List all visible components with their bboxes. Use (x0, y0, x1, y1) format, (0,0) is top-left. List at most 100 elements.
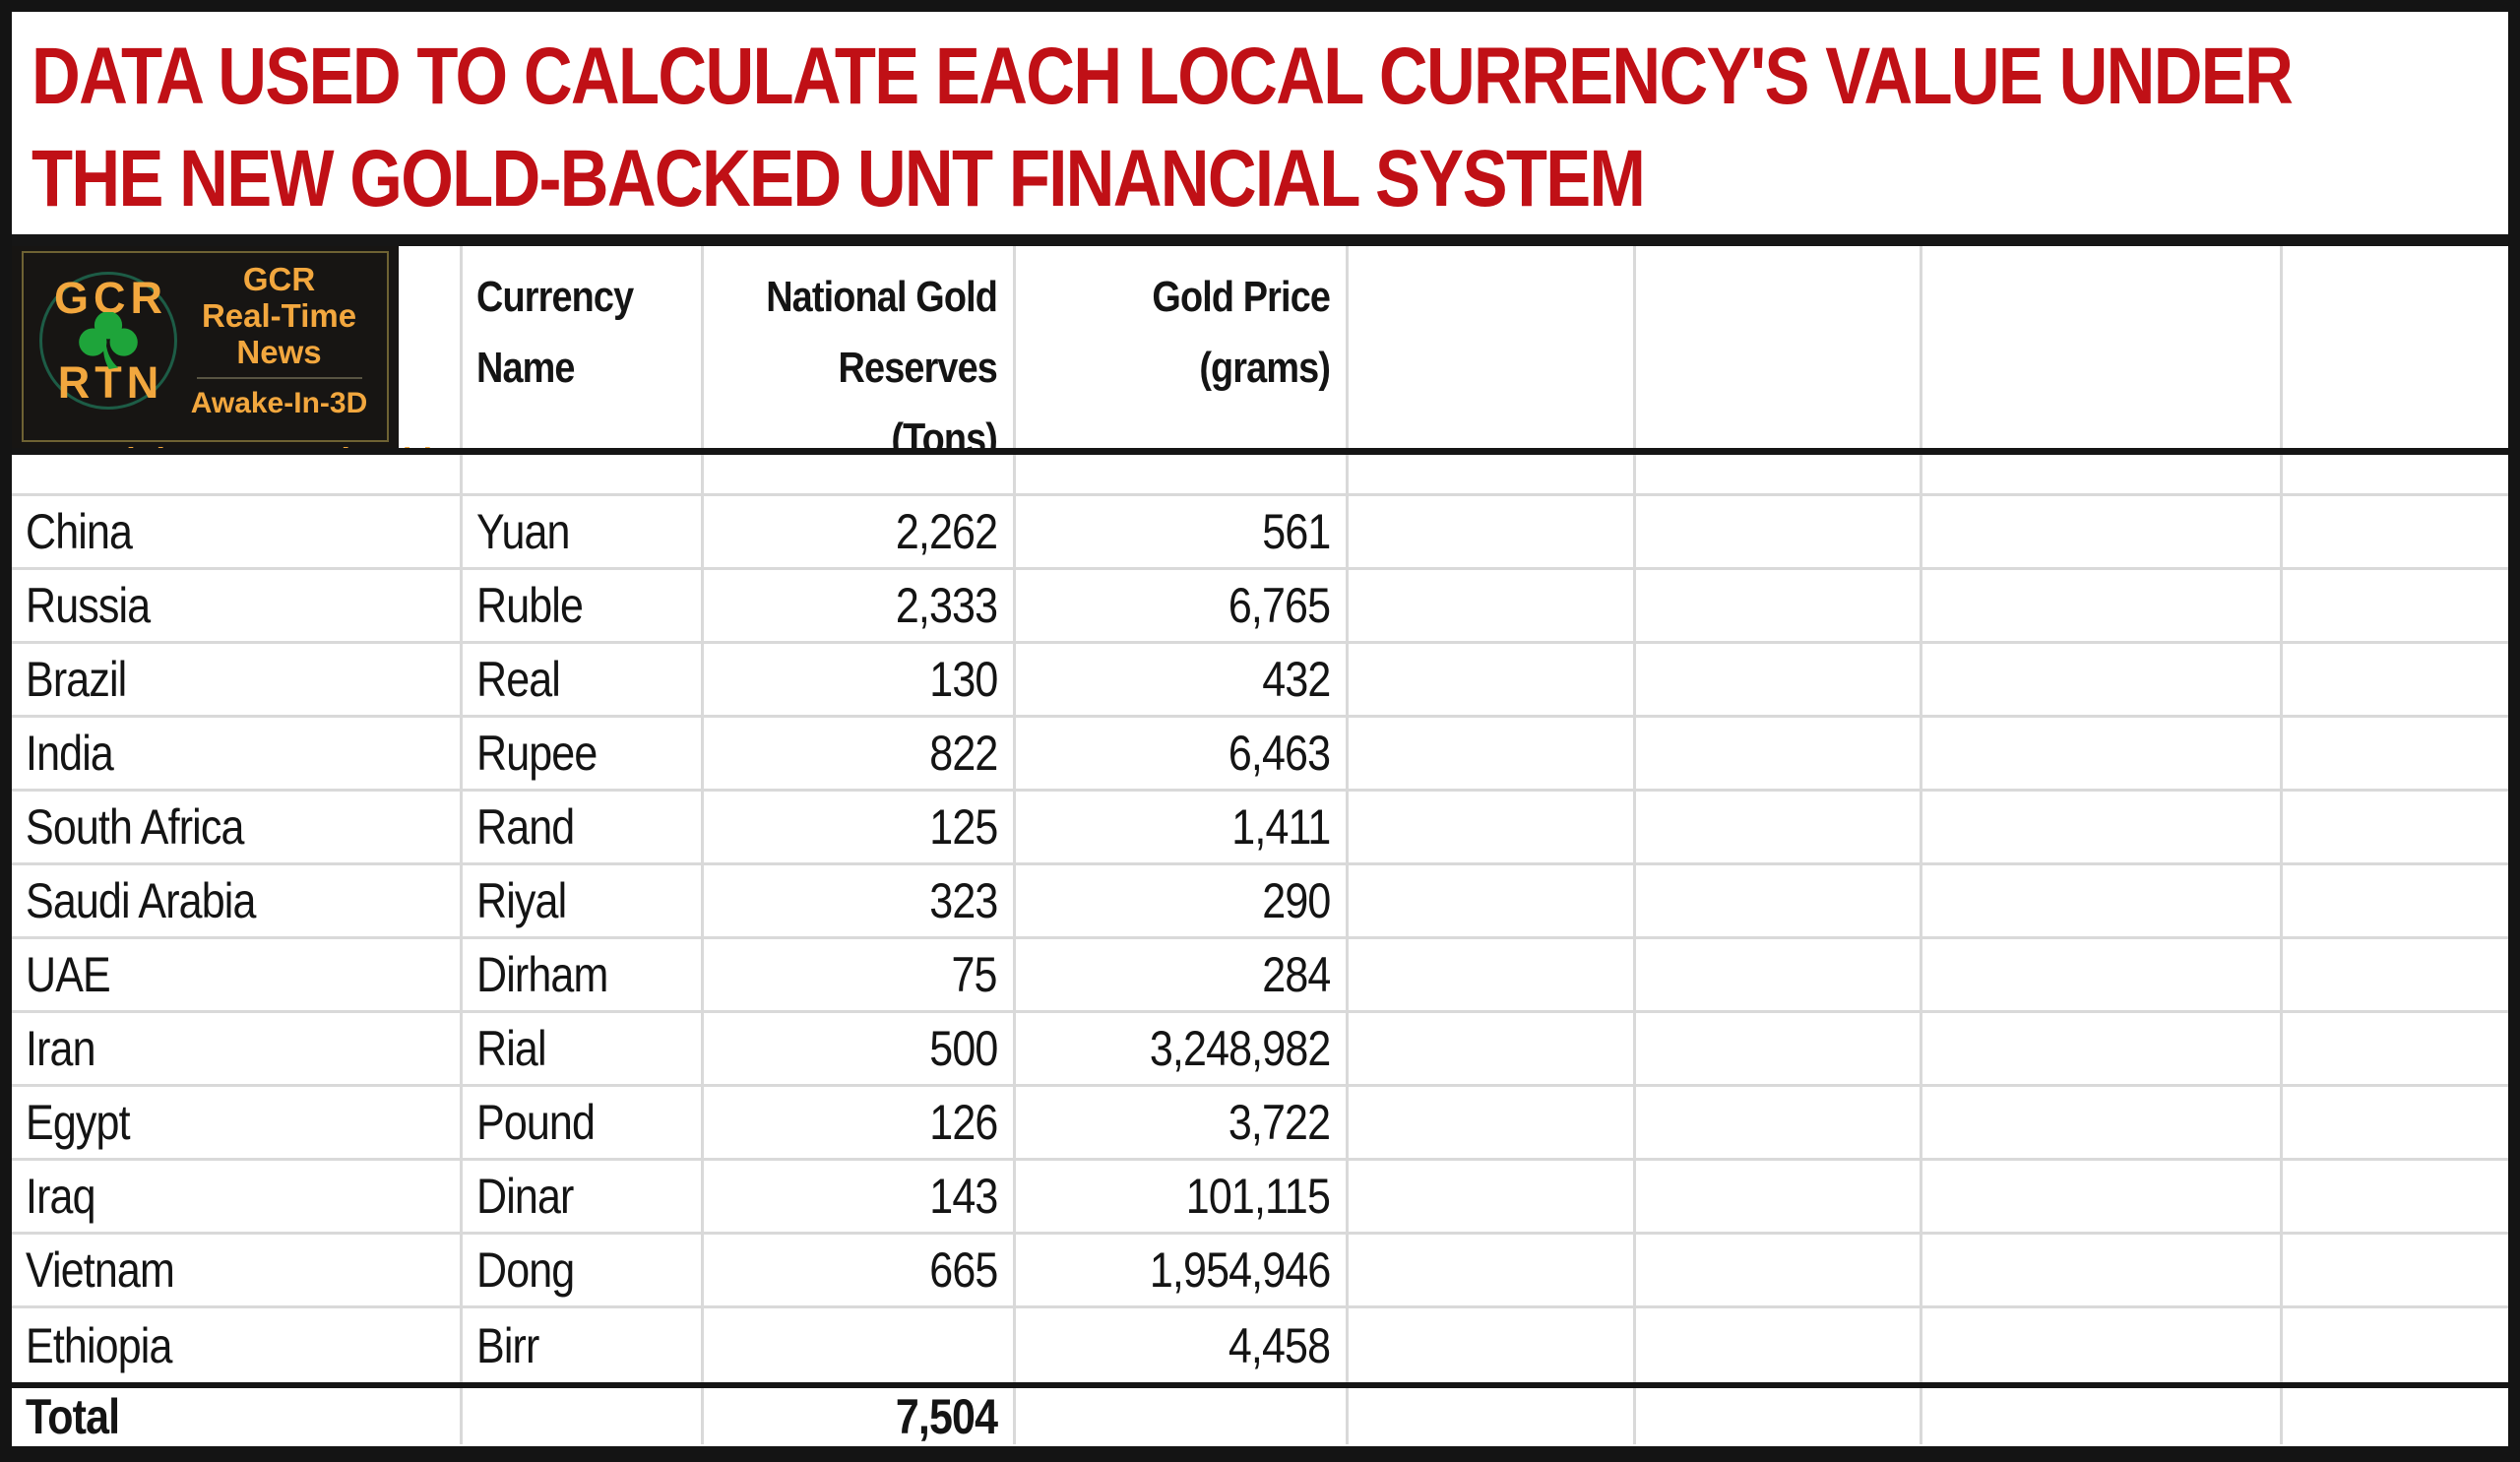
cell-empty-1 (1349, 644, 1636, 715)
cell-empty-3 (1922, 1235, 2283, 1305)
bottom-margin (12, 1444, 2508, 1446)
cell-empty-2 (1636, 1308, 1922, 1382)
cell-country: Brazil (12, 644, 463, 715)
total-currency-cell (463, 1388, 704, 1444)
gcr-rtn-circle-badge: GCR RTN (39, 271, 177, 410)
header-price-line-2: (grams) (1199, 344, 1331, 392)
table-row: UAE Dirham 75 284 (12, 939, 2508, 1013)
cell-gold-price: 3,722 (1016, 1087, 1349, 1158)
page-title-line-2: THE NEW GOLD-BACKED UNT FINANCIAL SYSTEM (32, 134, 1646, 223)
header-currency-line-1: Currency (476, 273, 634, 321)
cell-empty-3 (1922, 1013, 2283, 1084)
total-reserves-cell: 7,504 (704, 1388, 1016, 1444)
cell-gold-price: 6,765 (1016, 570, 1349, 641)
cell-empty-4 (2283, 1013, 2508, 1084)
header-currency-line-2: Name (476, 344, 575, 392)
cell-empty-3 (1922, 939, 2283, 1010)
logo-brand-line-2: Real-Time (201, 297, 357, 334)
cell-empty-4 (2283, 865, 2508, 936)
table-row: Vietnam Dong 665 1,954,946 (12, 1235, 2508, 1308)
cell-currency-name: Dirham (463, 939, 704, 1010)
cell-empty-1 (1349, 570, 1636, 641)
cell-empty-3 (1922, 718, 2283, 789)
cell-gold-reserves: 143 (704, 1161, 1016, 1232)
cell-empty-1 (1349, 1235, 1636, 1305)
header-reserves-line-3: (Tons) (891, 414, 997, 448)
cell-gold-reserves: 126 (704, 1087, 1016, 1158)
total-label-cell: Total (12, 1388, 463, 1444)
cell-gold-reserves: 822 (704, 718, 1016, 789)
cell-country: China (12, 496, 463, 567)
cell-empty-1 (1349, 496, 1636, 567)
logo-brand-line-1: GCR (242, 261, 316, 297)
cell-empty-2 (1636, 792, 1922, 862)
cell-gold-price: 1,954,946 (1016, 1235, 1349, 1305)
cell-gold-reserves: 75 (704, 939, 1016, 1010)
table-body: China Yuan 2,262 561 Russia Ruble 2,333 … (12, 496, 2508, 1382)
cell-empty-4 (2283, 1235, 2508, 1305)
cell-empty-4 (2283, 792, 2508, 862)
cell-gold-reserves: 2,333 (704, 570, 1016, 641)
cell-country: Vietnam (12, 1235, 463, 1305)
cell-empty-4 (2283, 496, 2508, 567)
table-header-row: GCR RTN GCR Real-Time (12, 246, 2508, 455)
cell-currency-name: Dong (463, 1235, 704, 1305)
cell-empty-1 (1349, 939, 1636, 1010)
cell-currency-name: Rand (463, 792, 704, 862)
table-row: Ethiopia Birr 4,458 (12, 1308, 2508, 1382)
cell-empty-1 (1349, 718, 1636, 789)
table-row: China Yuan 2,262 561 (12, 496, 2508, 570)
header-price-line-1: Gold Price (1152, 273, 1331, 321)
cell-country: India (12, 718, 463, 789)
logo-brand-line-3: News (236, 334, 322, 370)
cell-empty-2 (1636, 1161, 1922, 1232)
cell-empty-2 (1636, 496, 1922, 567)
spacer-row (12, 455, 2508, 496)
cell-empty-1 (1349, 1013, 1636, 1084)
header-cell-empty-2 (1636, 246, 1922, 448)
cell-currency-name: Rupee (463, 718, 704, 789)
cell-country: Saudi Arabia (12, 865, 463, 936)
table-row: South Africa Rand 125 1,411 (12, 792, 2508, 865)
cell-currency-name: Pound (463, 1087, 704, 1158)
cell-empty-1 (1349, 1087, 1636, 1158)
header-cell-empty-3 (1922, 246, 2283, 448)
header-cell-empty-4 (2283, 246, 2508, 448)
header-reserves-line-1: National Gold (766, 273, 998, 321)
cell-empty-2 (1636, 570, 1922, 641)
cell-empty-3 (1922, 644, 2283, 715)
cell-gold-price: 290 (1016, 865, 1349, 936)
cell-empty-3 (1922, 792, 2283, 862)
table-row: Iraq Dinar 143 101,115 (12, 1161, 2508, 1235)
table-row: Russia Ruble 2,333 6,765 (12, 570, 2508, 644)
cell-country: Ethiopia (12, 1308, 463, 1382)
cell-empty-2 (1636, 1013, 1922, 1084)
cell-empty-4 (2283, 1308, 2508, 1382)
cell-currency-name: Birr (463, 1308, 704, 1382)
page-title-line-1: DATA USED TO CALCULATE EACH LOCAL CURREN… (32, 32, 2294, 121)
cell-gold-price: 3,248,982 (1016, 1013, 1349, 1084)
cell-empty-2 (1636, 644, 1922, 715)
cell-empty-2 (1636, 718, 1922, 789)
logo-tagline: Awake-In-3D (190, 387, 368, 419)
cell-gold-reserves (704, 1308, 1016, 1382)
cell-empty-3 (1922, 1087, 2283, 1158)
cell-gold-reserves: 2,262 (704, 496, 1016, 567)
cell-empty-2 (1636, 865, 1922, 936)
cell-empty-1 (1349, 865, 1636, 936)
table-row: Brazil Real 130 432 (12, 644, 2508, 718)
gcr-rtn-logo-inner: GCR RTN GCR Real-Time (22, 251, 460, 448)
cell-country: Russia (12, 570, 463, 641)
cell-currency-name: Rial (463, 1013, 704, 1084)
logo-divider (196, 377, 362, 379)
cell-gold-price: 561 (1016, 496, 1349, 567)
cell-empty-2 (1636, 1235, 1922, 1305)
cell-country: South Africa (12, 792, 463, 862)
cell-country: Iran (12, 1013, 463, 1084)
shamrock-icon (79, 311, 138, 369)
cell-gold-price: 432 (1016, 644, 1349, 715)
cell-empty-4 (2283, 1161, 2508, 1232)
cell-empty-3 (1922, 1308, 2283, 1382)
gcr-rtn-logo: GCR RTN GCR Real-Time (12, 246, 460, 448)
